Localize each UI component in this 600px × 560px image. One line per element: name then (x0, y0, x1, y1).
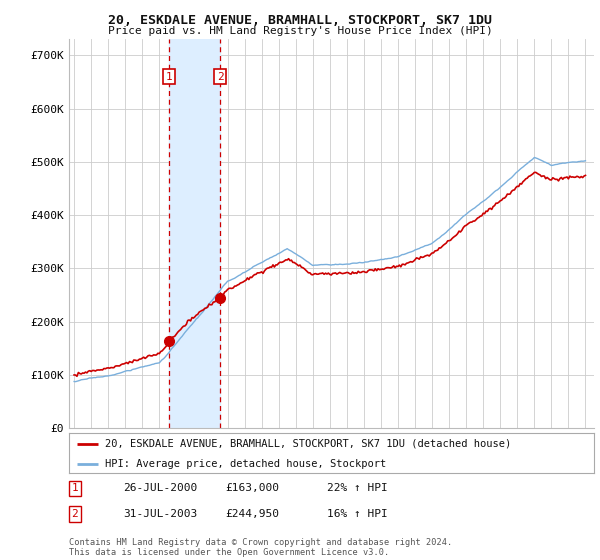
Text: Price paid vs. HM Land Registry's House Price Index (HPI): Price paid vs. HM Land Registry's House … (107, 26, 493, 36)
Text: 31-JUL-2003: 31-JUL-2003 (123, 509, 197, 519)
Bar (169, 39, 220, 428)
Text: HPI: Average price, detached house, Stockport: HPI: Average price, detached house, Stoc… (105, 459, 386, 469)
Text: £163,000: £163,000 (225, 483, 279, 493)
Text: 2: 2 (71, 509, 79, 519)
Text: 20, ESKDALE AVENUE, BRAMHALL, STOCKPORT, SK7 1DU (detached house): 20, ESKDALE AVENUE, BRAMHALL, STOCKPORT,… (105, 439, 511, 449)
Text: 1: 1 (166, 72, 172, 82)
Text: 1: 1 (71, 483, 79, 493)
Text: 26-JUL-2000: 26-JUL-2000 (123, 483, 197, 493)
Text: £244,950: £244,950 (225, 509, 279, 519)
Text: Contains HM Land Registry data © Crown copyright and database right 2024.
This d: Contains HM Land Registry data © Crown c… (69, 538, 452, 557)
Text: 2: 2 (217, 72, 224, 82)
Text: 20, ESKDALE AVENUE, BRAMHALL, STOCKPORT, SK7 1DU: 20, ESKDALE AVENUE, BRAMHALL, STOCKPORT,… (108, 14, 492, 27)
Text: 22% ↑ HPI: 22% ↑ HPI (327, 483, 388, 493)
Text: 16% ↑ HPI: 16% ↑ HPI (327, 509, 388, 519)
